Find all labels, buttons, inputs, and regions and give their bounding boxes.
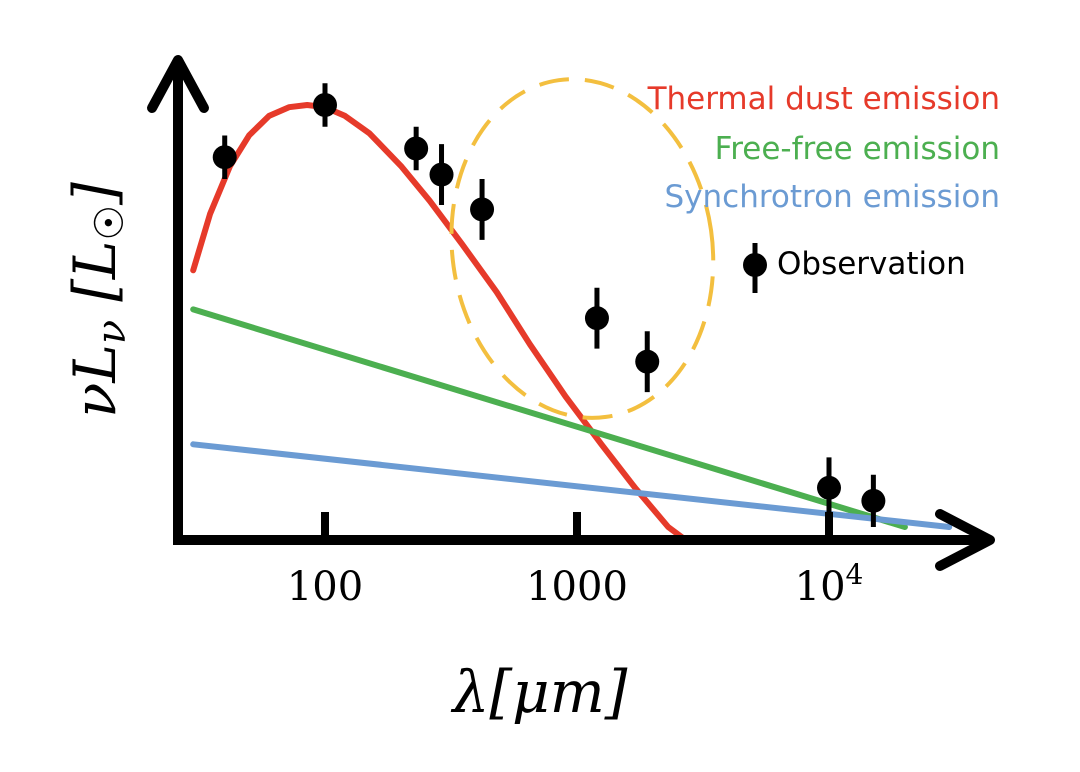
x-axis-title: λ[μm] xyxy=(451,658,628,726)
observation-points xyxy=(212,83,886,527)
y-axis-units: [L xyxy=(61,241,129,302)
x-tick-label-1: 100 xyxy=(287,564,363,610)
observation-point-6 xyxy=(584,306,609,331)
observation-point-8 xyxy=(817,475,841,500)
highlight-annotation xyxy=(449,77,716,420)
x-tick-label-3: 104 xyxy=(795,558,864,610)
observation-point-5 xyxy=(470,197,495,222)
legend-entry-1: Thermal dust emission xyxy=(647,81,1000,117)
y-axis-title: νLν [L☉] xyxy=(61,182,135,418)
model-curves xyxy=(190,102,953,543)
x-tick-label-2: 1000 xyxy=(526,564,628,610)
y-axis-arrow xyxy=(147,55,209,113)
observation-point-3 xyxy=(404,136,429,161)
observation-point-2 xyxy=(313,93,337,117)
observation-point-7 xyxy=(635,349,660,374)
legend-entry-observation: Observation xyxy=(777,246,966,282)
x-axis-arrow xyxy=(935,509,995,571)
series-line-1 xyxy=(190,102,689,543)
y-axis-units-close: ] xyxy=(61,182,129,206)
y-axis-subscript: ν xyxy=(89,320,135,344)
legend: Thermal dust emission Free-free emission S… xyxy=(647,81,1000,293)
observation-point-4 xyxy=(429,162,454,187)
observation-point-9 xyxy=(861,488,886,513)
series-line-2 xyxy=(190,306,908,530)
x-ticks: 100 1000 104 xyxy=(287,512,864,610)
series-line-3 xyxy=(190,441,953,530)
legend-observation-marker xyxy=(743,253,767,277)
observation-point-1 xyxy=(212,145,237,170)
x-tick-exponent: 4 xyxy=(846,558,864,591)
legend-entry-2: Free-free emission xyxy=(715,131,1000,167)
svg-text:νLν[L☉]: νLν [L☉] xyxy=(61,182,135,418)
legend-entry-3: Synchrotron emission xyxy=(665,179,1001,215)
y-axis-quantity: νL xyxy=(61,344,129,418)
solar-symbol: ☉ xyxy=(87,205,133,241)
dashed-ellipse xyxy=(449,77,716,420)
